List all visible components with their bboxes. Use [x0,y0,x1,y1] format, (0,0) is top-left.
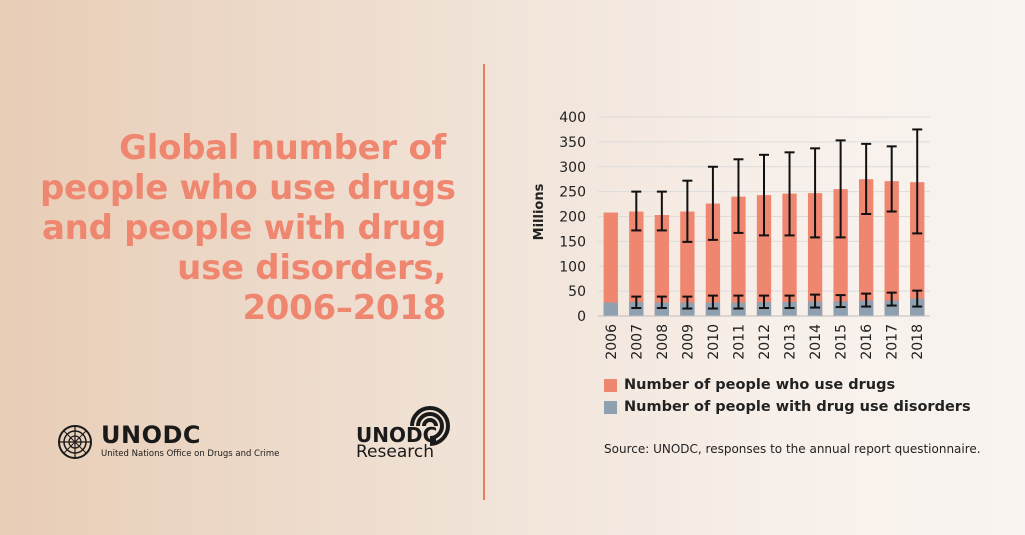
unodc-logo-name: UNODC [101,421,202,449]
x-tick-label: 2017 [885,324,901,360]
bar-disorders [807,301,823,316]
x-tick-label: 2012 [757,324,773,360]
research-arcs-icon [410,406,450,446]
bar-users [756,195,772,316]
research-logo-line2: Research [356,442,434,462]
legend-swatch-disorders [604,400,617,414]
unodc-logo: UNODC United Nations Office on Drugs and… [57,421,279,462]
source-note: Source: UNODC, responses to the annual r… [604,442,981,456]
title-line: and people with drug [42,208,446,248]
y-tick-label: 300 [559,160,586,176]
legend-item: Number of people who use drugs [604,374,971,396]
divider [483,64,485,500]
bar-disorders [833,301,848,316]
un-emblem-icon [58,425,92,459]
x-tick-label: 2011 [731,324,747,360]
bar-users [807,193,823,316]
y-tick-label: 50 [568,284,586,300]
bar-users [629,211,644,316]
y-tick-label: 250 [559,185,586,201]
x-tick-label: 2008 [655,324,671,360]
bar-users [833,189,848,316]
chart-title: Global number of people who use drugs an… [40,128,456,328]
bar-users [910,182,925,316]
x-tick-label: 2006 [604,324,620,360]
x-tick-label: 2014 [808,324,824,360]
bar-disorders [654,302,669,316]
stacked-bar-chart: 0 50 100 150 200 250 300 350 400 Millions 2006 2007… [532,110,930,360]
bar-users [782,193,797,316]
x-tick-label: 2013 [783,324,799,360]
bar-users [603,212,618,316]
y-axis-label: Millions [532,183,547,240]
chart-legend: Number of people who use drugs Number of… [604,374,971,418]
bar-disorders [603,302,618,316]
legend-label-disorders: Number of people with drug use disorders [624,399,971,415]
legend-item: Number of people with drug use disorders [604,396,971,418]
y-tick-label: 150 [559,234,586,250]
legend-swatch-users [604,378,617,392]
x-tick-label: 2016 [859,324,875,360]
title-line: 2006–2018 [242,288,446,328]
bar-users [705,203,721,316]
x-tick-label: 2007 [629,324,645,360]
title-line: people who use drugs [40,168,456,208]
research-logo-line1: UNODC [356,423,438,447]
y-tick-label: 200 [559,210,586,226]
x-tick-label: 2010 [706,324,722,360]
unodc-logo-subtitle: United Nations Office on Drugs and Crime [101,449,280,459]
bar-disorders [884,300,899,316]
y-tick-label: 100 [559,259,586,275]
bar-disorders [859,300,874,316]
title-line: Global number of [119,128,446,168]
unodc-research-logo: UNODC Research [356,402,456,462]
x-tick-label: 2009 [680,324,696,360]
bar-users [884,181,899,316]
bar-users [654,215,669,316]
x-tick-label: 2018 [910,324,926,360]
y-tick-label: 350 [559,135,586,151]
bar-users [731,196,746,316]
bar-users [680,211,695,316]
x-tick-label: 2015 [834,324,850,360]
title-line: use disorders, [177,248,446,288]
y-tick-label: 400 [559,110,586,126]
y-tick-label: 0 [577,309,586,325]
legend-label-users: Number of people who use drugs [624,377,896,393]
